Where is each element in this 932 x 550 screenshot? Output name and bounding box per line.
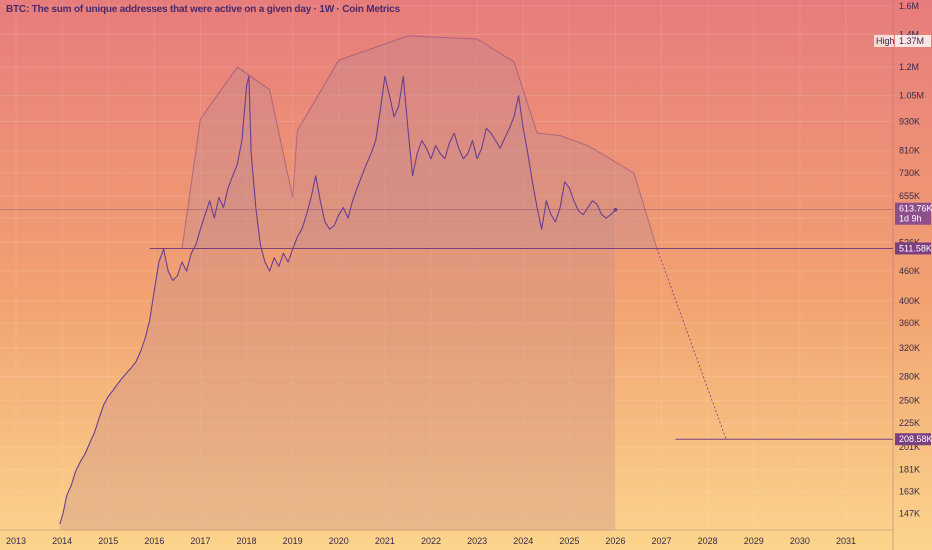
y-tick-label: 930K [899,116,920,126]
x-tick-label: 2031 [836,536,856,546]
y-tick-label: 360K [899,318,920,328]
x-tick-label: 2019 [283,536,303,546]
y-tick-label: 1.6M [899,1,919,11]
x-tick-label: 2016 [144,536,164,546]
x-tick-label: 2022 [421,536,441,546]
chart-title: BTC: The sum of unique addresses that we… [6,4,400,15]
y-tick-label: 181K [899,464,920,474]
level-lines-layer [0,209,893,440]
x-tick-label: 2027 [652,536,672,546]
x-tick-label: 2023 [467,536,487,546]
x-tick-label: 2015 [98,536,118,546]
y-tick-label: 810K [899,146,920,156]
y-tick-label: 730K [899,168,920,178]
y-tick-label: 460K [899,266,920,276]
y-tick-label: 400K [899,296,920,306]
x-tick-label: 2030 [790,536,810,546]
y-tick-label: 320K [899,343,920,353]
x-tick-label: 2013 [6,536,26,546]
y-tick-label: 655K [899,191,920,201]
time-axis[interactable]: 2013 2014 2015 2016 2017 2018 2019 2020 2021 2022… [6,536,856,546]
high-label: High [876,36,895,46]
x-tick-label: 2017 [190,536,210,546]
y-tick-label: 1.4M [899,29,919,39]
upper-level-tag: 511.58K [899,243,932,253]
lower-level-tag: 208.58K [899,434,932,444]
x-tick-label: 2020 [329,536,349,546]
x-tick-label: 2026 [605,536,625,546]
y-tick-label: 225K [899,418,920,428]
y-tick-label: 1.05M [899,91,924,101]
y-tick-label: 1.2M [899,62,919,72]
lower-level-tag-bg [895,433,931,446]
last-value-tag: 613.76K [899,204,932,214]
high-value: 1.37M [899,36,924,46]
envelope-shape[interactable] [181,35,658,249]
y-tick-label: 147K [899,509,920,519]
series-area [59,76,616,530]
high-value-bg [895,35,931,47]
x-tick-label: 2014 [52,536,72,546]
bar-countdown: 1d 9h [899,214,922,224]
y-tick-label: 280K [899,372,920,382]
drawing-overlay [181,35,658,249]
y-tick-label: 250K [899,396,920,406]
y-tick-label: 201K [899,442,920,452]
grid-layer [0,0,893,530]
x-tick-label: 2021 [375,536,395,546]
last-value-tag-bg [895,202,931,225]
x-tick-label: 2024 [513,536,533,546]
projection-line[interactable] [656,248,727,440]
y-tick-label: 163K [899,487,920,497]
high-label-bg [874,35,894,47]
series-line[interactable] [59,75,616,525]
x-tick-label: 2018 [237,536,257,546]
x-tick-label: 2028 [698,536,718,546]
upper-level-tag-bg [895,242,931,255]
x-tick-label: 2025 [559,536,579,546]
x-tick-label: 2029 [744,536,764,546]
